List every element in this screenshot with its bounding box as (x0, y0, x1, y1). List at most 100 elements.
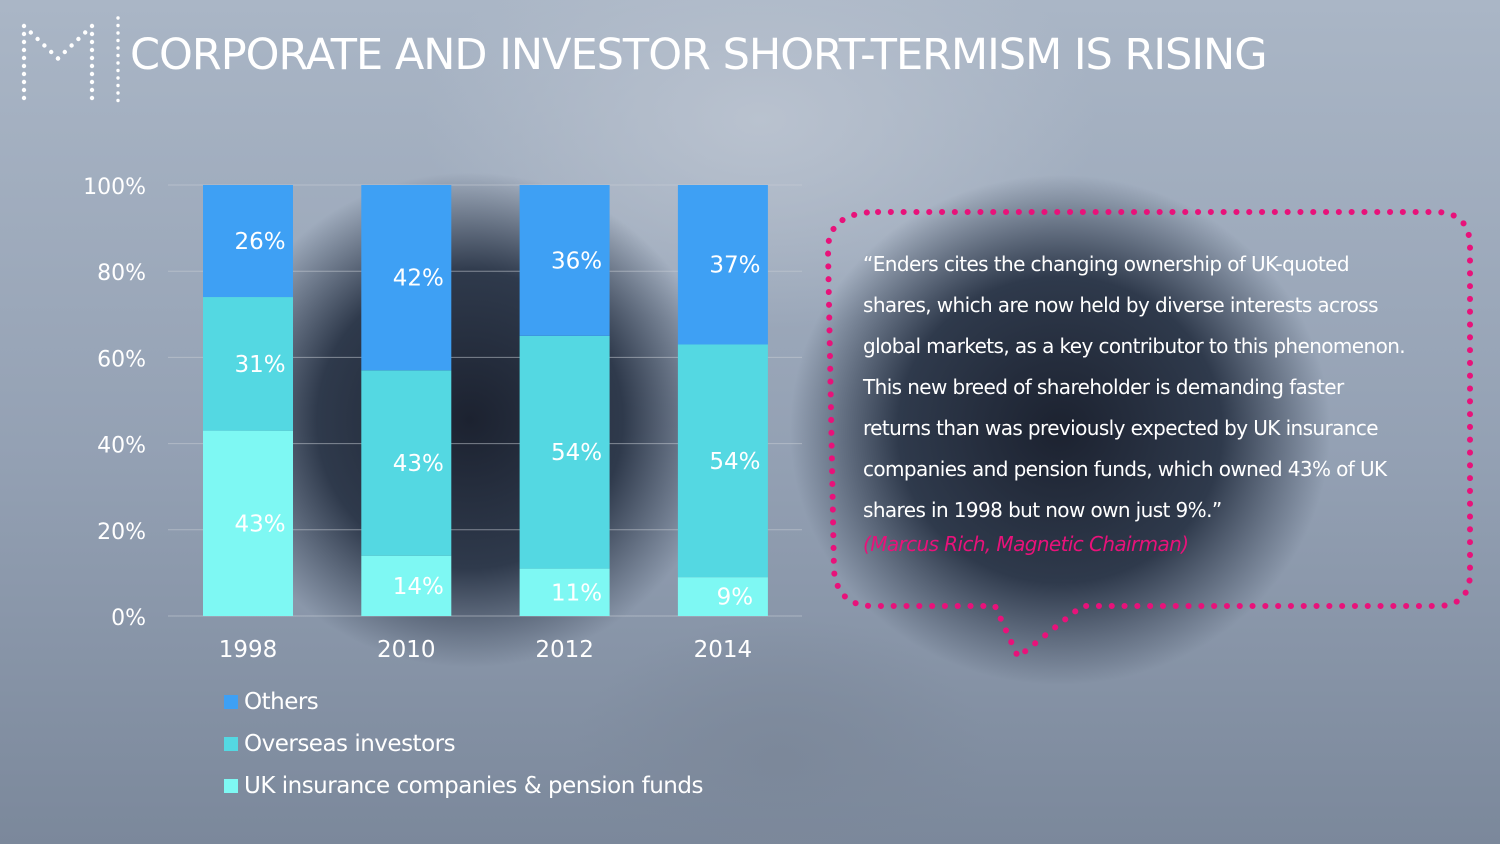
logo-dot (69, 43, 74, 48)
logo-dot (21, 87, 27, 93)
legend-swatch-overseas (224, 737, 238, 751)
logo-dot (21, 31, 27, 37)
quote-line: global markets, as a key contributor to … (863, 334, 1406, 358)
bar-segment (361, 555, 452, 616)
logo-dot (49, 49, 54, 55)
divider-dot (116, 23, 120, 28)
bar-segment (519, 185, 610, 336)
logo-dot (21, 47, 27, 53)
quote-attribution: (Marcus Rich, Magnetic Chairman) (863, 532, 1189, 556)
quote-line: returns than was previously expected by … (863, 416, 1379, 440)
logo-dot (89, 31, 95, 37)
logo-dot (21, 39, 27, 45)
bar-segment (519, 568, 610, 616)
logo-dot (89, 71, 95, 77)
logo-dot (55, 56, 61, 61)
divider-dot (116, 53, 120, 58)
divider-dot (116, 31, 120, 35)
data-label: 9% (717, 585, 754, 611)
magnetic-m-logo-icon (21, 23, 95, 101)
logo-dot (42, 43, 47, 48)
data-label: 43% (234, 511, 285, 537)
divider-dot (116, 76, 120, 80)
legend-swatch-uk-funds (224, 779, 238, 793)
legend-item-others: Others (224, 681, 703, 723)
logo-dot (35, 36, 40, 42)
logo-dot (89, 87, 95, 93)
legend-swatch-others (224, 695, 238, 709)
data-label: 14% (393, 574, 444, 600)
x-tick-label: 2012 (535, 637, 594, 663)
logo-dot (21, 79, 27, 85)
logo-dot (21, 71, 27, 77)
logo-dot (62, 49, 67, 55)
legend-item-uk-funds: UK insurance companies & pension funds (224, 765, 703, 807)
divider-dot (116, 61, 120, 65)
title-dotted-divider (116, 16, 120, 103)
quote-text: “Enders cites the changing ownership of … (863, 244, 1463, 531)
logo-dot (89, 47, 95, 53)
y-tick-label: 100% (83, 175, 146, 200)
bar-segment (361, 185, 452, 371)
data-label: 42% (393, 266, 444, 292)
bar-segment (677, 344, 768, 578)
y-tick-label: 0% (111, 606, 146, 631)
bar-segment (203, 185, 293, 298)
legend-label-uk-funds: UK insurance companies & pension funds (244, 773, 703, 799)
quote-line: companies and pension funds, which owned… (863, 457, 1387, 481)
divider-dot (116, 46, 120, 50)
bar-segment (361, 370, 452, 556)
quote-line: “Enders cites the changing ownership of … (863, 252, 1350, 276)
divider-dot (116, 83, 120, 88)
data-label: 11% (551, 580, 602, 606)
x-tick-label: 2014 (694, 637, 753, 663)
quote-line: This new breed of shareholder is demandi… (863, 375, 1344, 399)
logo-dot (89, 39, 95, 45)
logo-dot (83, 30, 88, 35)
quote-line: shares in 1998 but now own just 9%.” (863, 498, 1222, 522)
logo-dot (76, 36, 81, 42)
data-label: 54% (709, 449, 760, 475)
logo-dot (89, 95, 95, 101)
bar-segment (677, 185, 768, 345)
logo-dot (89, 79, 95, 85)
divider-dot (116, 16, 120, 20)
divider-dot (116, 98, 120, 103)
data-label: 36% (551, 248, 602, 274)
bar-segment (519, 335, 610, 569)
y-tick-label: 20% (97, 520, 146, 545)
divider-dot (116, 91, 120, 95)
stacked-bar-chart: 0% 20% 40% 60% 80% 100% 43% 31% 26% 1998 14% 43% 42%… (83, 175, 802, 663)
data-label: 31% (234, 352, 285, 378)
data-label: 54% (551, 440, 602, 466)
logo-dot (89, 63, 95, 69)
data-label: 43% (393, 451, 444, 477)
logo-dot (89, 23, 95, 29)
logo-dot (21, 63, 27, 69)
y-tick-label: 40% (97, 434, 146, 459)
legend-label-overseas: Overseas investors (244, 731, 456, 757)
divider-dot (116, 38, 120, 43)
x-tick-label: 1998 (219, 637, 278, 663)
bar-segment (203, 297, 293, 431)
bar-segment (677, 577, 768, 616)
data-label: 37% (709, 253, 760, 279)
page-title: CORPORATE AND INVESTOR SHORT-TERMISM IS … (130, 30, 1268, 80)
x-tick-label: 2010 (377, 637, 436, 663)
logo-dot (89, 55, 95, 61)
y-tick-label: 60% (97, 347, 146, 372)
data-label: 26% (234, 229, 285, 255)
quote-line: shares, which are now held by diverse in… (863, 293, 1379, 317)
y-tick-label: 80% (97, 261, 146, 286)
logo-dot (21, 55, 27, 61)
legend-item-overseas: Overseas investors (224, 723, 703, 765)
logo-dot (21, 23, 27, 29)
legend-label-others: Others (244, 689, 319, 715)
bar-segment (203, 430, 293, 616)
chart-legend: Others Overseas investors UK insurance c… (224, 681, 703, 807)
logo-dot (28, 30, 33, 35)
divider-dot (116, 68, 120, 73)
logo-dot (21, 95, 27, 101)
speech-bubble-outline (824, 209, 1473, 662)
